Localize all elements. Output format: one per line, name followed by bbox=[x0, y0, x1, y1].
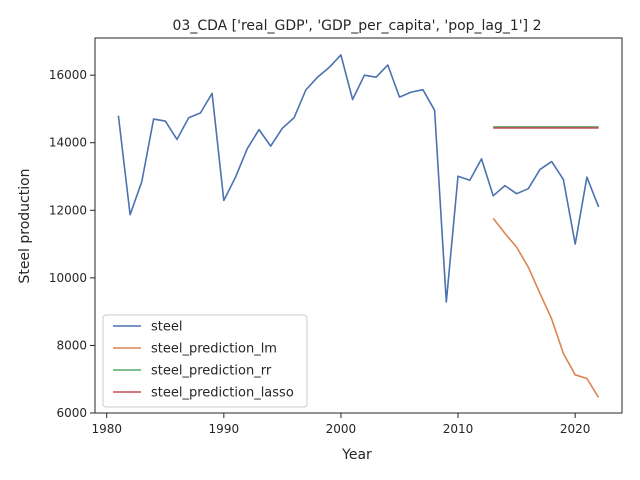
legend-label: steel bbox=[151, 320, 182, 335]
y-tick-label: 8000 bbox=[56, 338, 87, 352]
axes-frame bbox=[94, 37, 623, 414]
chart-title: 03_CDA ['real_GDP', 'GDP_per_capita', 'p… bbox=[173, 18, 542, 34]
y-tick-label: 6000 bbox=[56, 406, 87, 420]
x-tick-label: 2020 bbox=[560, 422, 591, 436]
y-tick-label: 12000 bbox=[49, 203, 87, 217]
legend-label: steel_prediction_lasso bbox=[151, 386, 294, 401]
legend-label: steel_prediction_rr bbox=[151, 364, 272, 379]
x-tick-label: 1990 bbox=[209, 422, 240, 436]
y-tick-label: 14000 bbox=[49, 136, 87, 150]
legend: steel steel_prediction_lm steel_prediction… bbox=[102, 314, 308, 408]
series-line-steel-prediction-lm bbox=[492, 217, 600, 398]
x-tick-label: 1980 bbox=[91, 422, 122, 436]
y-tick-label: 16000 bbox=[49, 68, 87, 82]
plot-area: 1980 1990 2000 2010 2020 6000 8000 10000 12000 14… bbox=[49, 37, 623, 436]
series-line-steel bbox=[117, 54, 600, 303]
legend-box bbox=[102, 314, 308, 408]
y-tick-label: 10000 bbox=[49, 271, 87, 285]
x-tick-label: 2010 bbox=[443, 422, 474, 436]
y-axis-label: Steel production bbox=[17, 168, 33, 283]
x-tick-label: 2000 bbox=[326, 422, 357, 436]
x-axis-label: Year bbox=[341, 447, 372, 463]
legend-label: steel_prediction_lm bbox=[151, 342, 277, 357]
